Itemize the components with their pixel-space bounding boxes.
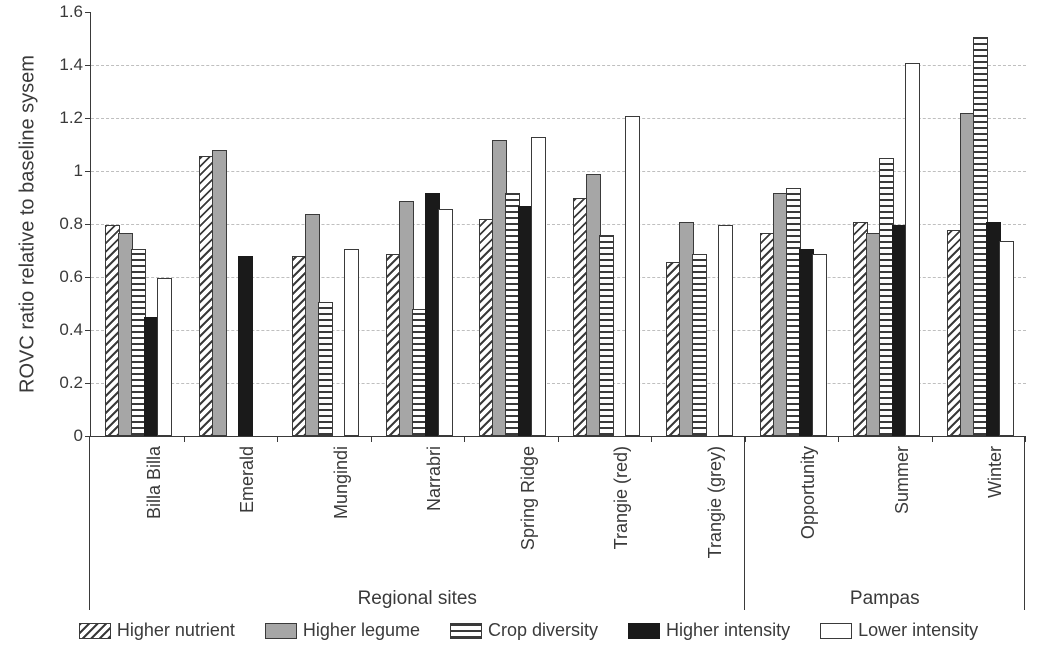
legend-item: Higher legume [265, 620, 420, 641]
x-tick [184, 436, 185, 442]
bar [625, 116, 640, 436]
x-tick [932, 436, 933, 442]
group-separator [1024, 436, 1025, 610]
category-label: Mungindi [331, 446, 352, 566]
x-tick [277, 436, 278, 442]
gridline [91, 118, 1026, 119]
legend-swatch [820, 623, 852, 639]
legend-item: Crop diversity [450, 620, 598, 641]
legend-label: Crop diversity [488, 620, 598, 641]
x-tick [745, 436, 746, 442]
legend-swatch [79, 623, 111, 639]
bar [157, 278, 172, 436]
category-label: Narrabri [424, 446, 445, 566]
legend-item: Higher nutrient [79, 620, 235, 641]
y-tick-label: 0.2 [59, 373, 91, 393]
legend-label: Higher intensity [666, 620, 790, 641]
category-label: Trangie (grey) [705, 446, 726, 566]
x-tick [651, 436, 652, 442]
chart-container: { "chart": { "type": "bar", "ylabel": "R… [0, 0, 1057, 662]
gridline [91, 65, 1026, 66]
legend-swatch [265, 623, 297, 639]
legend-swatch [450, 623, 482, 639]
category-label: Spring Ridge [518, 446, 539, 566]
legend-label: Higher nutrient [117, 620, 235, 641]
category-label: Summer [892, 446, 913, 566]
y-tick-label: 1.4 [59, 55, 91, 75]
bar [212, 150, 227, 436]
bar [344, 249, 359, 437]
group-separator [744, 436, 745, 610]
category-label: Winter [985, 446, 1006, 566]
bar [812, 254, 827, 436]
legend: Higher nutrient Higher legume Crop diversi… [0, 620, 1057, 641]
bar [238, 256, 253, 436]
category-label: Emerald [237, 446, 258, 566]
y-tick-label: 1.6 [59, 2, 91, 22]
category-label: Billa Billa [144, 446, 165, 566]
bar [999, 241, 1014, 436]
x-tick [371, 436, 372, 442]
y-tick-label: 0.8 [59, 214, 91, 234]
bar [905, 63, 920, 436]
legend-label: Lower intensity [858, 620, 978, 641]
bar [718, 225, 733, 436]
plot-area: 00.20.40.60.811.21.41.6Billa BillaEmeral… [90, 12, 1026, 437]
y-tick-label: 1 [74, 161, 91, 181]
bar [599, 235, 614, 436]
x-tick [558, 436, 559, 442]
legend-label: Higher legume [303, 620, 420, 641]
x-tick [464, 436, 465, 442]
category-label: Opportunity [798, 446, 819, 566]
legend-item: Lower intensity [820, 620, 978, 641]
group-separator [89, 436, 90, 610]
category-label: Trangie (red) [611, 446, 632, 566]
group-label: Pampas [850, 588, 920, 610]
bar [531, 137, 546, 436]
x-tick [1025, 436, 1026, 442]
y-tick-label: 0.6 [59, 267, 91, 287]
y-tick-label: 1.2 [59, 108, 91, 128]
bar [692, 254, 707, 436]
y-tick-label: 0.4 [59, 320, 91, 340]
y-axis-label: ROVC ratio relative to baseline sysem [17, 55, 40, 393]
legend-swatch [628, 623, 660, 639]
legend-item: Higher intensity [628, 620, 790, 641]
group-label: Regional sites [358, 588, 477, 610]
bar [318, 302, 333, 437]
x-tick [838, 436, 839, 442]
bar [438, 209, 453, 436]
